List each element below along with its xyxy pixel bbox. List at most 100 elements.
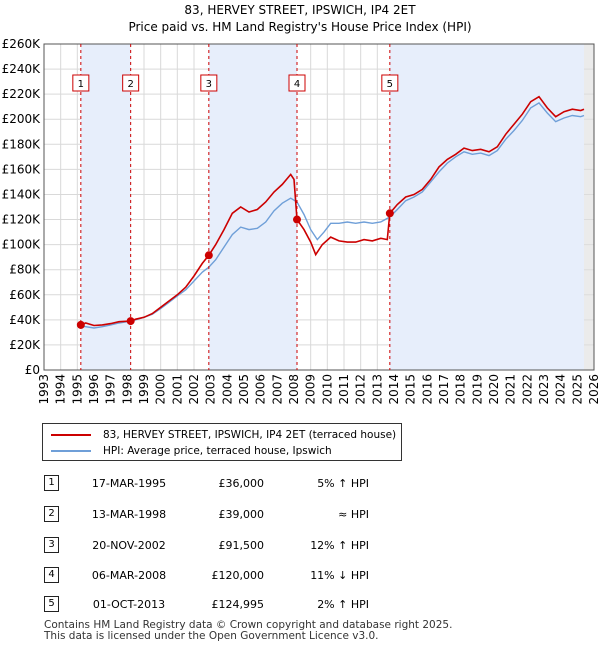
transaction-date: 13-MAR-1998 (91, 508, 167, 521)
x-tick-label: 2016 (420, 374, 434, 405)
transaction-row-5: 5 01-OCT-2013 £124,995 2% ↑ HPI (44, 595, 374, 615)
transaction-hpi-diff: ≈ HPI (338, 508, 369, 521)
x-tick-label: 2004 (220, 374, 234, 405)
transaction-row-1: 1 17-MAR-1995 £36,000 5% ↑ HPI (44, 474, 374, 494)
transaction-price: £36,000 (218, 477, 265, 490)
x-tick-label: 2021 (504, 374, 518, 405)
y-tick-label: £160K (2, 162, 42, 176)
x-tick-label: 2006 (254, 374, 268, 405)
y-tick-label: £120K (2, 213, 42, 227)
legend-item-hpi: HPI: Average price, terraced house, Ipsw… (51, 443, 332, 459)
sale-label-box (72, 74, 90, 92)
transaction-price: £39,000 (218, 508, 265, 521)
y-tick-label: £220K (2, 87, 42, 101)
transaction-row-3: 3 20-NOV-2002 £91,500 12% ↑ HPI (44, 536, 374, 556)
transaction-date: 20-NOV-2002 (92, 539, 166, 552)
transaction-number: 1 (44, 475, 59, 491)
x-tick-label: 1996 (87, 374, 101, 405)
sale-point (293, 215, 301, 224)
sale-label-box (122, 74, 140, 92)
legend-label-hpi: HPI: Average price, terraced house, Ipsw… (103, 445, 332, 457)
transaction-price: £124,995 (211, 598, 265, 611)
sale-label-number: 5 (387, 79, 393, 90)
y-tick-label: £100K (2, 238, 42, 252)
sale-label-number: 2 (127, 79, 133, 90)
sale-point (76, 320, 85, 329)
y-tick-label: £200K (2, 112, 42, 126)
footer-line-2: This data is licensed under the Open Gov… (44, 630, 379, 642)
chart-subtitle: Price paid vs. HM Land Registry's House … (128, 20, 471, 34)
x-tick-label: 2012 (354, 374, 368, 405)
sale-label-number: 3 (206, 79, 212, 90)
x-tick-label: 2005 (237, 374, 251, 405)
y-tick-label: £240K (2, 62, 42, 76)
x-tick-label: 2024 (554, 374, 568, 405)
x-tick-label: 1998 (120, 374, 134, 405)
sale-label-box (381, 74, 399, 92)
axes: £0 £20K £40K £60K £80K £100K £120K £140K £160K £1… (2, 37, 600, 405)
plot-frame (43, 43, 595, 371)
sale-label-box (288, 74, 306, 92)
series (77, 95, 585, 329)
transaction-date: 01-OCT-2013 (92, 598, 166, 611)
x-tick-label: 2011 (337, 374, 351, 405)
sale-markers: 1 2 3 4 5 (72, 44, 399, 370)
ownership-shade-2 (208, 44, 297, 370)
x-tick-label: 2009 (304, 374, 318, 405)
x-tick-label: 1997 (104, 374, 118, 405)
x-tick-label: 2010 (320, 374, 334, 405)
footer-line-1: Contains HM Land Registry data © Crown c… (44, 619, 453, 631)
x-tick-label: 1994 (54, 374, 68, 405)
x-tick-label: 2014 (387, 374, 401, 405)
x-tick-label: 2023 (537, 374, 551, 405)
x-tick-label: 2025 (570, 374, 584, 405)
legend-label-property: 83, HERVEY STREET, IPSWICH, IP4 2ET (ter… (103, 429, 397, 441)
chart-title: 83, HERVEY STREET, IPSWICH, IP4 2ET (184, 3, 416, 17)
sale-point (385, 209, 394, 218)
x-tick-label: 2018 (454, 374, 468, 405)
legend-swatch-hpi (51, 450, 91, 452)
x-tick-label: 2020 (487, 374, 501, 405)
x-tick-label: 2019 (470, 374, 484, 405)
transaction-price: £91,500 (218, 539, 265, 552)
shaded-periods (80, 44, 594, 370)
transaction-number: 2 (44, 506, 59, 522)
transaction-date: 17-MAR-1995 (91, 477, 167, 490)
x-tick-label: 2026 (587, 374, 600, 405)
y-tick-label: £180K (2, 137, 42, 151)
hpi-line (77, 101, 585, 329)
transaction-row-2: 2 13-MAR-1998 £39,000 ≈ HPI (44, 505, 374, 525)
x-tick-label: 2003 (204, 374, 218, 405)
y-tick-label: £260K (2, 37, 42, 51)
transaction-hpi-diff: 12% ↑ HPI (310, 539, 369, 552)
y-tick-label: £20K (9, 338, 41, 352)
x-tick-label: 2008 (287, 374, 301, 405)
x-tick-label: 2013 (370, 374, 384, 405)
ownership-shade-3 (389, 44, 584, 370)
y-tick-label: £80K (9, 263, 41, 277)
transaction-hpi-diff: 5% ↑ HPI (317, 477, 369, 490)
transaction-number: 4 (44, 567, 59, 583)
forecast-region (584, 44, 594, 370)
x-tick-label: 2017 (437, 374, 451, 405)
transaction-hpi-diff: 2% ↑ HPI (317, 598, 369, 611)
legend-item-property: 83, HERVEY STREET, IPSWICH, IP4 2ET (ter… (51, 427, 396, 443)
x-tick-label: 2022 (520, 374, 534, 405)
x-tick-label: 2000 (154, 374, 168, 405)
sale-point (204, 251, 213, 260)
price-chart: 83, HERVEY STREET, IPSWICH, IP4 2ET Pric… (2, 3, 600, 405)
sale-point (126, 317, 135, 326)
y-tick-label: £40K (9, 313, 41, 327)
transaction-date: 06-MAR-2008 (91, 569, 167, 582)
transaction-number: 3 (44, 537, 59, 553)
legend: 83, HERVEY STREET, IPSWICH, IP4 2ET (ter… (42, 423, 402, 461)
footer-attribution: Contains HM Land Registry data © Crown c… (44, 620, 452, 642)
x-tick-label: 2001 (170, 374, 184, 405)
sale-label-number: 4 (294, 79, 300, 90)
x-tick-label: 1999 (137, 374, 151, 405)
transaction-hpi-diff: 11% ↓ HPI (310, 569, 369, 582)
sale-label-number: 1 (78, 79, 84, 90)
x-tick-label: 1995 (70, 374, 84, 405)
sale-label-box (200, 74, 218, 92)
transaction-number: 5 (44, 596, 59, 612)
